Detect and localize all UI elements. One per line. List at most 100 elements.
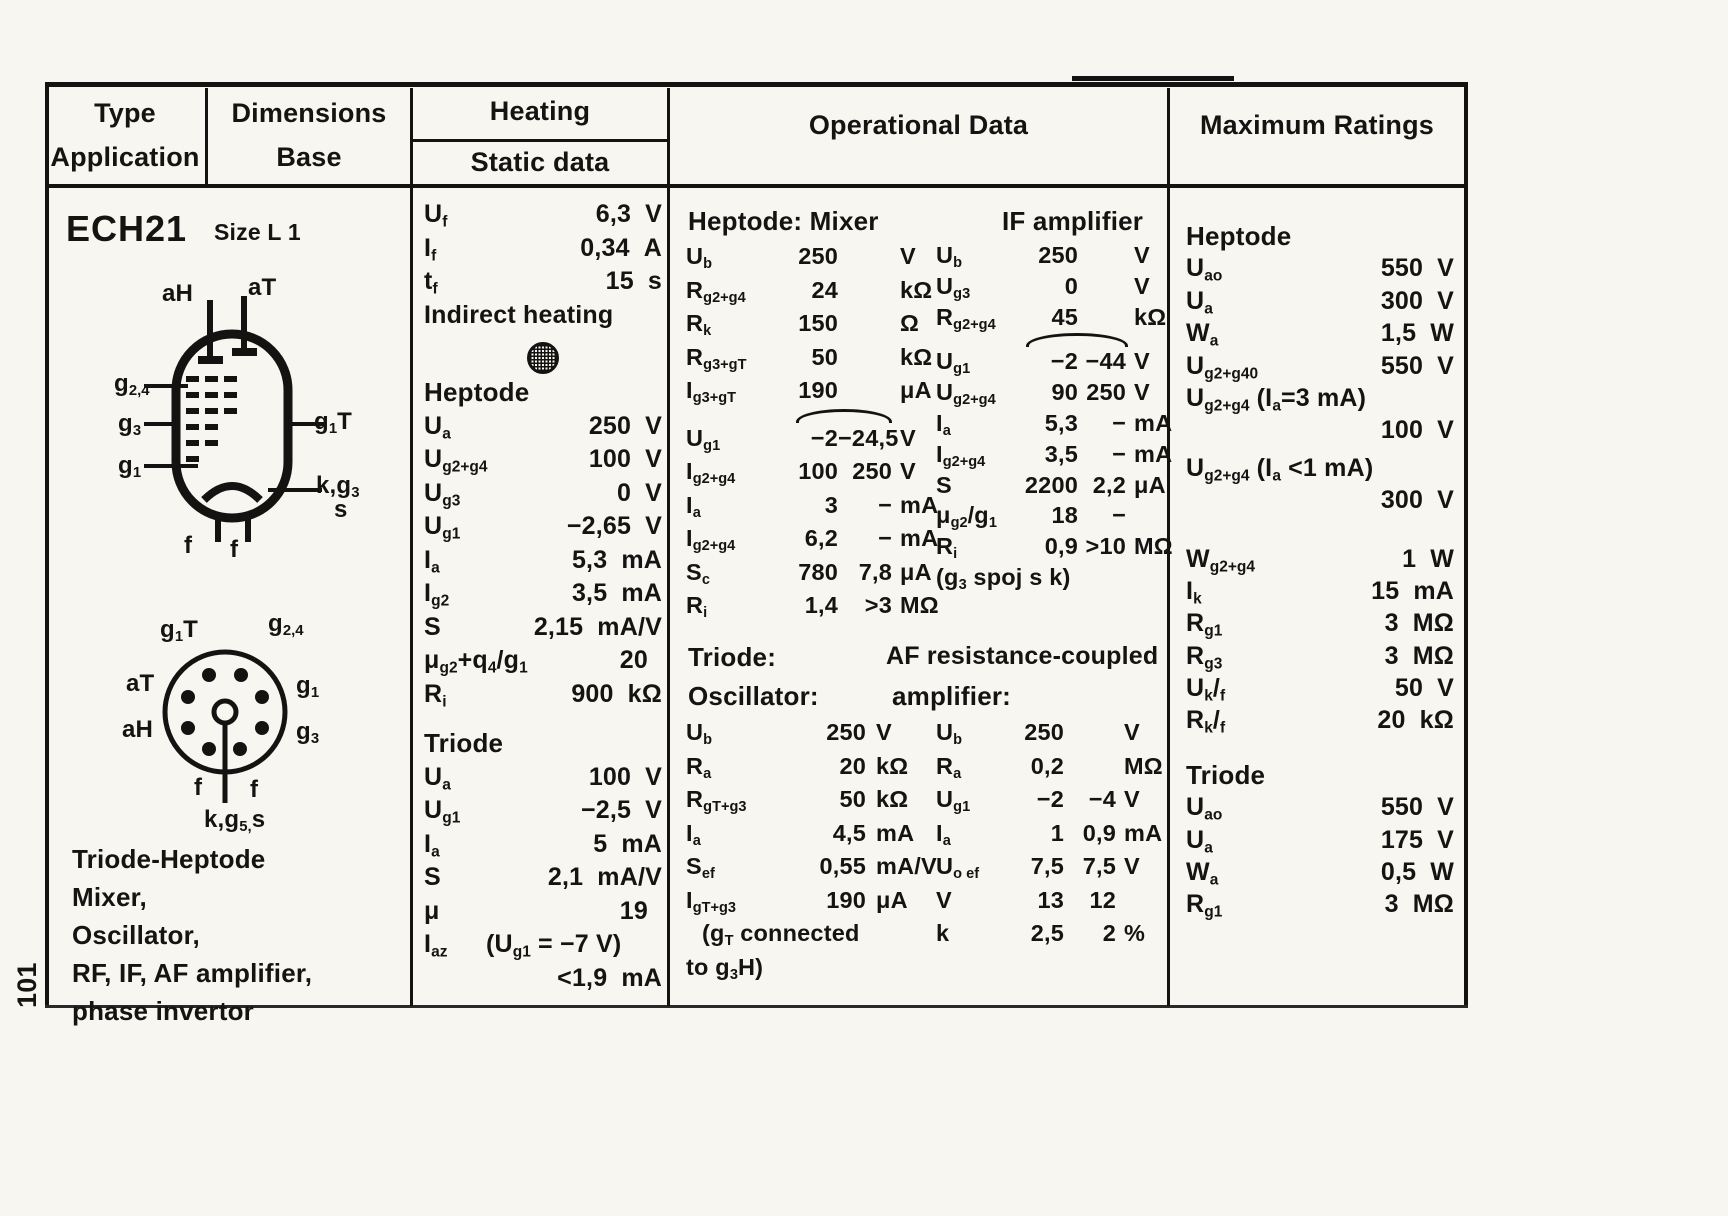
divider-type-dimensions bbox=[205, 88, 208, 184]
row-label: Ri bbox=[936, 533, 958, 563]
row-label: Ig3+gT bbox=[686, 377, 737, 407]
row-unit: V bbox=[1437, 351, 1454, 380]
row-value-2: − bbox=[878, 491, 892, 518]
row-value-2: − bbox=[1112, 409, 1126, 436]
row-unit bbox=[1440, 452, 1454, 484]
row-value: <1,9 bbox=[557, 963, 608, 992]
data-row: Uk/f 50 V bbox=[1186, 672, 1454, 704]
row-label: Ig2+g4 bbox=[686, 525, 736, 555]
header-application: Application bbox=[50, 142, 200, 172]
row-value-2: 12 bbox=[1089, 886, 1116, 913]
pin-label-aT: aT bbox=[248, 274, 277, 301]
data-row: Ug1 −2 −24,5 V bbox=[686, 408, 938, 456]
row-label: Uo ef bbox=[936, 853, 980, 883]
row-label: Ua bbox=[1186, 825, 1213, 856]
row-unit bbox=[866, 951, 938, 985]
row-label: If bbox=[424, 233, 437, 264]
row-value: 6,3 bbox=[595, 200, 632, 228]
row-value: 50 bbox=[839, 786, 866, 812]
row-value bbox=[1380, 382, 1440, 414]
data-row: Rk 150 Ω bbox=[686, 307, 938, 341]
row-unit: MΩ bbox=[1124, 752, 1163, 779]
row-unit: V bbox=[1124, 853, 1140, 879]
data-row: S 2200 2,2 μA bbox=[936, 470, 1168, 501]
row-value: 250 bbox=[1038, 242, 1078, 268]
row-value: −2,65 bbox=[566, 512, 632, 540]
row-unit: V bbox=[645, 200, 662, 228]
row-label: Sc bbox=[686, 558, 710, 588]
row-label bbox=[1186, 484, 1363, 516]
row-value-2 bbox=[1078, 240, 1126, 271]
tube-size: Size L 1 bbox=[214, 219, 301, 245]
row-label: Ug3 bbox=[936, 272, 971, 302]
mixer-section-title: Heptode: Mixer bbox=[688, 206, 879, 236]
row-label: Ia bbox=[936, 819, 951, 849]
pin-label-f1: f bbox=[184, 532, 193, 559]
row-unit: mA bbox=[876, 819, 915, 846]
pin-label-g24: g2,4 bbox=[114, 370, 150, 400]
data-row: Uo ef 7,5 7,5 V bbox=[936, 850, 1166, 884]
row-label: Ug2+g40 bbox=[1186, 351, 1259, 382]
row-unit: W bbox=[1430, 858, 1454, 887]
row-label: Ug2+g4 (Ia <1 mA) bbox=[1186, 453, 1374, 485]
data-row: Ri 1,4 >3 MΩ bbox=[686, 589, 939, 623]
data-row: Ra 20 kΩ bbox=[686, 750, 938, 784]
row-value-2: − bbox=[878, 525, 892, 551]
row-value bbox=[1380, 452, 1440, 484]
row-value: 3 bbox=[1384, 609, 1399, 638]
row-label: S bbox=[936, 471, 952, 498]
data-row: Ug2+g4 90 250 V bbox=[936, 377, 1168, 408]
row-unit: kΩ bbox=[1134, 303, 1167, 330]
row-value: 250 bbox=[826, 719, 866, 745]
row-value: 13 bbox=[1037, 886, 1064, 913]
oscillator-rows: Ub 250 V Ra 20 kΩ RgT+g3 50 kΩ Ia 4,5 mA bbox=[686, 716, 938, 984]
row-value: 20 bbox=[839, 752, 866, 779]
row-value bbox=[1071, 562, 1078, 593]
row-unit: MΩ bbox=[1412, 890, 1454, 919]
data-row: Ug1 −2,5 V bbox=[424, 794, 662, 828]
tube-type: ECH21 bbox=[66, 208, 188, 249]
row-value-2: 250 bbox=[1086, 379, 1126, 406]
row-value-2 bbox=[838, 274, 892, 308]
row-label: Rg2+g4 bbox=[936, 303, 996, 333]
row-label: Ia bbox=[424, 545, 440, 576]
row-label: Ub bbox=[686, 243, 713, 273]
af-amplifier-title-line2: amplifier: bbox=[892, 681, 1012, 711]
row-value: 3 bbox=[1384, 641, 1399, 670]
row-value: 90 bbox=[1051, 379, 1078, 406]
row-value: 15 bbox=[1371, 576, 1400, 605]
row-label: Ia bbox=[424, 829, 440, 860]
data-row: Ia 5 mA bbox=[424, 828, 662, 862]
row-value: 250 bbox=[1024, 719, 1064, 745]
data-row: Heptode bbox=[424, 376, 662, 410]
row-value: 550 bbox=[1380, 793, 1424, 822]
data-row: μ 19 bbox=[424, 895, 662, 929]
tube-side-view-diagram: aH aT g2,4 g3 g1 g1T k,g3 s f f bbox=[114, 274, 388, 563]
data-row: 100 V bbox=[1186, 414, 1454, 446]
row-unit: μA bbox=[1134, 471, 1166, 498]
row-label: Rg2+g4 bbox=[686, 276, 746, 306]
row-value: 0,5 bbox=[1380, 858, 1417, 887]
row-unit: V bbox=[1124, 719, 1140, 745]
row-unit: μA bbox=[900, 377, 932, 403]
row-value: 2200 bbox=[1024, 471, 1078, 498]
af-amplifier-title-line1: AF resistance-coupled bbox=[886, 642, 1159, 670]
row-value-2 bbox=[1064, 750, 1116, 784]
data-row: Iaz (Ug1 = −7 V) bbox=[424, 928, 662, 962]
row-unit: W bbox=[1430, 319, 1454, 348]
row-value-2: >3 bbox=[864, 592, 892, 618]
row-label: Iaz bbox=[424, 930, 448, 961]
tube-base-view-diagram: g1T g2,4 aT g1 aH g3 f f k,g5,s bbox=[118, 610, 388, 838]
row-unit: V bbox=[1437, 254, 1454, 283]
application-list: Triode-Heptode Mixer, Oscillator, RF, IF… bbox=[72, 840, 402, 1030]
data-row: (g3 spoj s k) bbox=[936, 562, 1168, 593]
row-unit: V bbox=[645, 411, 662, 440]
row-label: Ug2+g4 bbox=[424, 445, 488, 476]
row-value-2: 2,2 bbox=[1092, 471, 1126, 498]
data-row: Wg2+g4 1 W bbox=[1186, 543, 1454, 575]
row-unit: μA bbox=[900, 558, 932, 585]
row-value: 3 bbox=[824, 491, 838, 518]
row-unit bbox=[648, 895, 662, 929]
data-row: Ig2+g4 100 250 V bbox=[686, 455, 938, 489]
row-value: −2 bbox=[1050, 348, 1078, 375]
